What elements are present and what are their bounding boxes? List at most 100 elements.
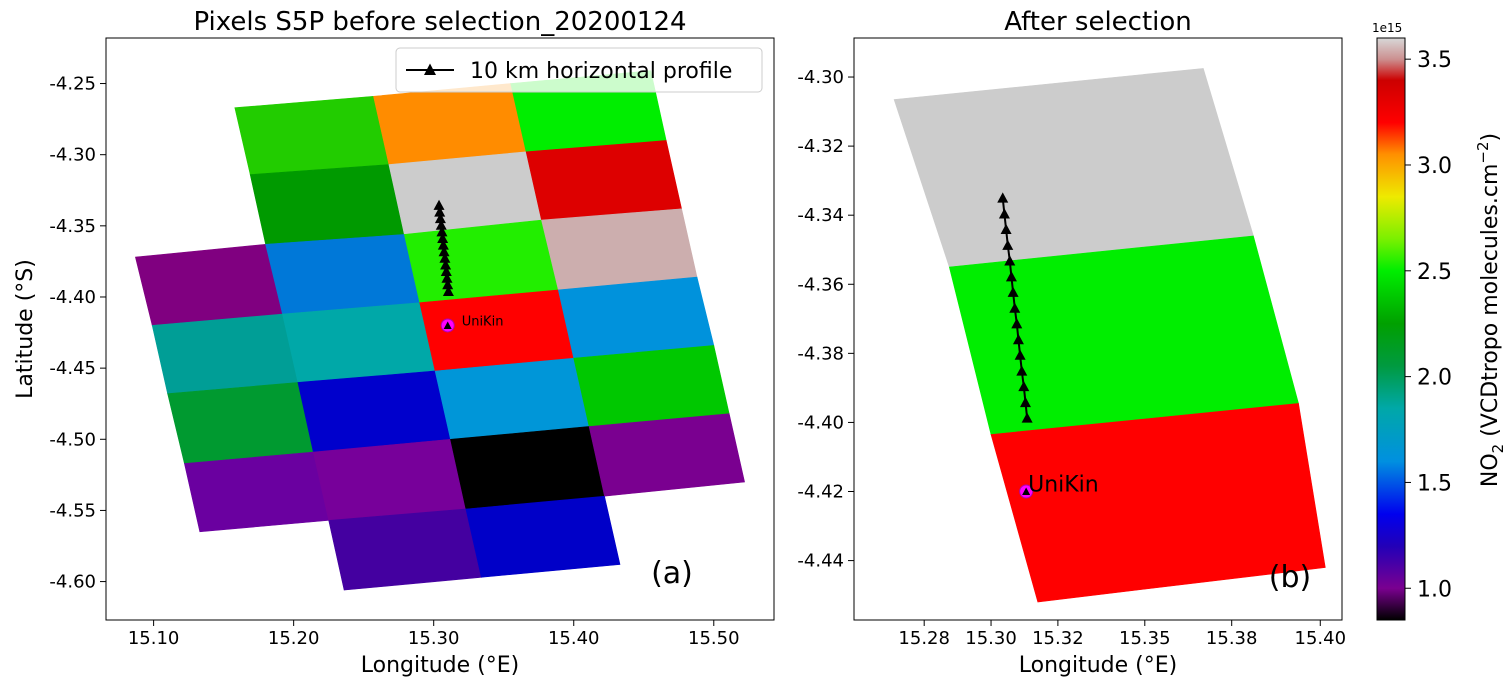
colorbar-exponent: 1e15 bbox=[1372, 21, 1402, 35]
profile-end-marker bbox=[443, 321, 452, 329]
x-tick-label: 15.10 bbox=[128, 628, 180, 649]
profile-marker bbox=[1005, 271, 1017, 282]
profile-marker bbox=[437, 232, 449, 244]
colorbar-tick-label: 2.5 bbox=[1417, 260, 1452, 285]
y-tick-label: -4.36 bbox=[797, 274, 844, 295]
satellite-pixel bbox=[403, 219, 559, 304]
satellite-pixel bbox=[541, 208, 698, 291]
legend-box bbox=[395, 47, 763, 93]
profile-marker bbox=[438, 246, 450, 257]
panel-b-letter: (b) bbox=[1269, 560, 1311, 595]
panel-b-profile bbox=[997, 192, 1034, 499]
panel-a-y-axis: -4.25 -4.30 -4.35 -4.40 -4.45 -4.50 -4.55 -4.60 bbox=[49, 74, 106, 593]
satellite-pixel bbox=[373, 83, 527, 165]
panel-a-y-label: Latitude (°S) bbox=[13, 259, 38, 399]
satellite-pixel bbox=[249, 164, 405, 245]
profile-marker bbox=[442, 279, 454, 290]
y-tick-label: -4.60 bbox=[49, 572, 96, 593]
profile-marker bbox=[436, 226, 448, 237]
profile-marker bbox=[440, 259, 452, 270]
satellite-pixel bbox=[297, 370, 451, 453]
panel-a-frame bbox=[105, 37, 775, 621]
panel-b-title: After selection bbox=[1004, 7, 1192, 37]
profile-marker bbox=[440, 265, 452, 277]
profile-marker bbox=[437, 239, 449, 250]
panel-b-y-axis: -4.30 -4.32 -4.34 -4.36 -4.38 -4.40 -4.42 -4.44 bbox=[797, 67, 854, 572]
y-tick-label: -4.45 bbox=[49, 358, 96, 379]
profile-marker bbox=[1004, 255, 1016, 266]
legend-label: 10 km horizontal profile bbox=[470, 59, 732, 84]
satellite-pixel bbox=[184, 451, 330, 533]
y-tick-label: -4.30 bbox=[797, 67, 844, 88]
x-tick-label: 15.38 bbox=[1206, 628, 1258, 649]
satellite-pixel bbox=[588, 413, 745, 497]
x-tick-label: 15.28 bbox=[898, 628, 950, 649]
profile-marker bbox=[434, 206, 446, 217]
x-tick-label: 15.30 bbox=[965, 628, 1017, 649]
satellite-pixel bbox=[948, 235, 1299, 435]
colorbar-tick-label: 2.0 bbox=[1417, 366, 1452, 391]
profile-marker bbox=[1018, 381, 1030, 392]
y-tick-label: -4.40 bbox=[797, 412, 844, 433]
y-tick-label: -4.30 bbox=[49, 145, 96, 166]
colorbar-ticks: 1.0 1.5 2.0 2.5 3.0 3.5 bbox=[1405, 48, 1452, 602]
profile-marker bbox=[997, 192, 1009, 203]
profile-marker bbox=[1019, 396, 1031, 408]
profile-marker bbox=[1000, 223, 1012, 235]
satellite-pixel bbox=[388, 151, 542, 235]
satellite-pixel bbox=[328, 508, 482, 591]
satellite-pixel bbox=[234, 95, 390, 175]
profile-marker bbox=[1007, 286, 1019, 297]
profile-marker bbox=[433, 199, 445, 210]
panel-b-x-axis: 15.28 15.30 15.32 15.35 15.38 15.40 bbox=[898, 620, 1346, 649]
satellite-pixel bbox=[282, 302, 436, 383]
panel-a-x-axis: 15.10 15.20 15.30 15.40 15.50 bbox=[128, 620, 740, 649]
satellite-pixel bbox=[151, 313, 299, 395]
panel-b-site-label: UniKin bbox=[1028, 473, 1099, 498]
panel-a-pixels bbox=[135, 70, 745, 591]
x-tick-label: 15.35 bbox=[1119, 628, 1171, 649]
panel-a-site-label: UniKin bbox=[462, 314, 504, 329]
profile-marker bbox=[439, 252, 451, 263]
satellite-pixel bbox=[434, 357, 590, 440]
legend-marker bbox=[424, 63, 436, 75]
profile-marker bbox=[1009, 302, 1021, 313]
x-tick-label: 15.20 bbox=[268, 628, 320, 649]
colorbar: 1.0 1.5 2.0 2.5 3.0 3.5 1e15 NO2 (VCDtropo mo… bbox=[1372, 21, 1507, 621]
profile-marker bbox=[1002, 239, 1014, 250]
satellite-pixel bbox=[557, 276, 715, 359]
colorbar-tick-label: 3.0 bbox=[1417, 154, 1452, 179]
satellite-pixel bbox=[312, 438, 467, 521]
y-tick-label: -4.55 bbox=[49, 500, 96, 521]
x-tick-label: 15.40 bbox=[548, 628, 600, 649]
profile-marker bbox=[442, 285, 454, 296]
satellite-pixel bbox=[573, 345, 730, 427]
colorbar-label: NO2 (VCDtropo molecules.cm−2) bbox=[1474, 133, 1507, 487]
y-tick-label: -4.38 bbox=[797, 343, 844, 364]
panel-a-profile bbox=[433, 199, 455, 333]
x-tick-label: 15.40 bbox=[1295, 628, 1347, 649]
profile-end-marker bbox=[1022, 487, 1031, 496]
x-tick-label: 15.32 bbox=[1032, 628, 1084, 649]
panel-a-title: Pixels S5P before selection_20200124 bbox=[193, 7, 686, 37]
x-tick-label: 15.50 bbox=[688, 628, 740, 649]
x-tick-label: 15.30 bbox=[408, 628, 460, 649]
profile-marker bbox=[441, 272, 453, 283]
satellite-pixel bbox=[265, 234, 421, 315]
satellite-pixel bbox=[419, 289, 575, 372]
profile-marker bbox=[1016, 365, 1028, 376]
satellite-pixel bbox=[893, 68, 1254, 268]
satellite-pixel bbox=[450, 426, 605, 510]
panel-b: After selection 15.28 15.30 15.32 15.35 15.3… bbox=[797, 7, 1346, 678]
panel-b-frame bbox=[853, 37, 1343, 621]
y-tick-label: -4.40 bbox=[49, 287, 96, 308]
colorbar-tick-label: 1.0 bbox=[1417, 577, 1452, 602]
y-tick-label: -4.34 bbox=[797, 205, 844, 226]
panel-a: Pixels S5P before selection_20200124 15.… bbox=[13, 7, 775, 678]
satellite-pixel bbox=[525, 140, 682, 221]
profile-marker bbox=[998, 208, 1010, 219]
panel-b-x-label: Longitude (°E) bbox=[1019, 653, 1177, 678]
panel-b-pixels bbox=[893, 68, 1326, 603]
satellite-pixel bbox=[990, 403, 1326, 603]
